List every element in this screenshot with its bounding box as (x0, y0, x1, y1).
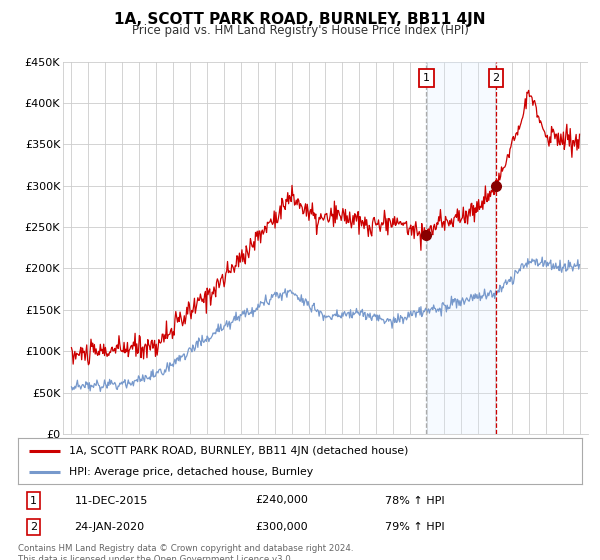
Text: 1A, SCOTT PARK ROAD, BURNLEY, BB11 4JN (detached house): 1A, SCOTT PARK ROAD, BURNLEY, BB11 4JN (… (69, 446, 408, 456)
Text: 11-DEC-2015: 11-DEC-2015 (74, 496, 148, 506)
Text: Price paid vs. HM Land Registry's House Price Index (HPI): Price paid vs. HM Land Registry's House … (131, 24, 469, 36)
Text: 1: 1 (30, 496, 37, 506)
Text: £240,000: £240,000 (255, 496, 308, 506)
Text: 2: 2 (30, 522, 37, 532)
Text: 1A, SCOTT PARK ROAD, BURNLEY, BB11 4JN: 1A, SCOTT PARK ROAD, BURNLEY, BB11 4JN (114, 12, 486, 27)
Text: Contains HM Land Registry data © Crown copyright and database right 2024.
This d: Contains HM Land Registry data © Crown c… (18, 544, 353, 560)
Text: 24-JAN-2020: 24-JAN-2020 (74, 522, 145, 532)
Text: 2: 2 (493, 73, 500, 83)
Text: HPI: Average price, detached house, Burnley: HPI: Average price, detached house, Burn… (69, 466, 313, 477)
Bar (426, 62, 496, 434)
Text: £300,000: £300,000 (255, 522, 308, 532)
Text: 79% ↑ HPI: 79% ↑ HPI (385, 522, 444, 532)
Text: 78% ↑ HPI: 78% ↑ HPI (385, 496, 444, 506)
Text: 1: 1 (423, 73, 430, 83)
